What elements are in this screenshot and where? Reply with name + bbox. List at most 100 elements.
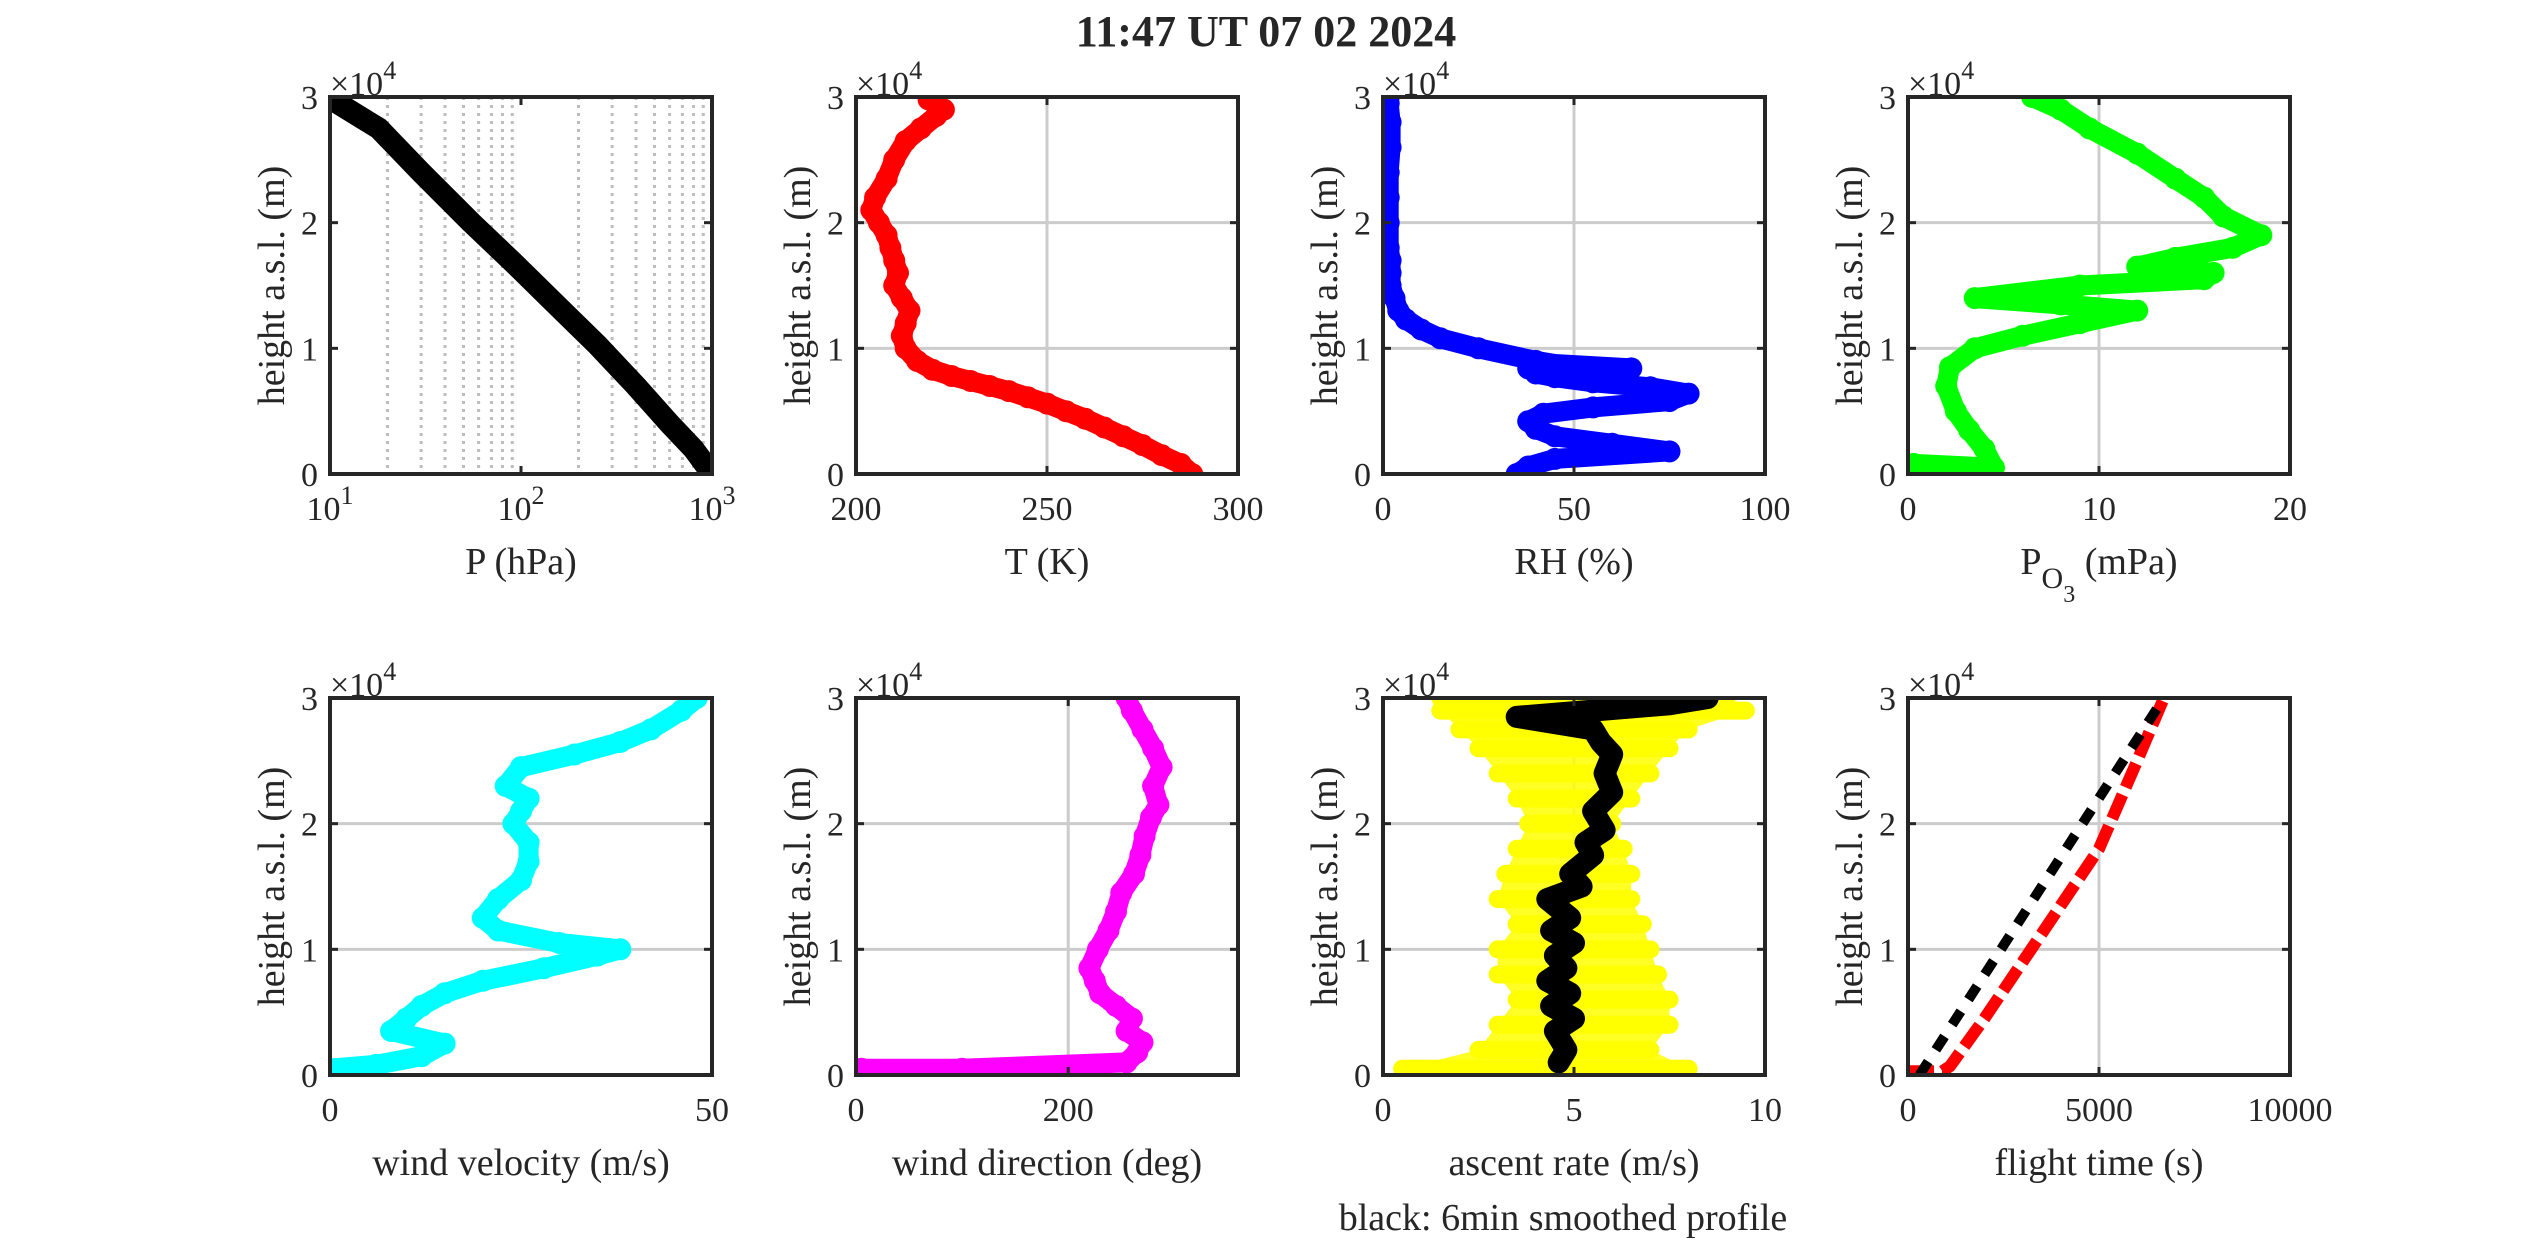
x-axis-label: T (K) [1005,541,1090,583]
wind-velocity-data-point [471,969,494,992]
footnote: black: 6min smoothed profile [1339,1197,1788,1239]
wind-velocity-data-point [586,944,609,967]
panel-wind-direction: 0 1 2 3 ×104 0 200 wind direction (deg) height a… [777,657,1240,1184]
x-tick-label: 20 [2273,491,2307,528]
temperature-data-point [909,117,932,140]
x-tick-label: 250 [1022,491,1073,528]
temperature-data-point [1055,400,1078,423]
grid-lines [1906,696,2292,1077]
wind-direction-data-point [1105,994,1127,1017]
wind-velocity-data-point [330,1057,341,1075]
x-axis-label-main: P [2020,541,2041,583]
data-series-humidity [1383,97,1700,474]
wind-velocity-data-point [510,756,532,779]
humidity-data-point [1383,186,1400,209]
x-tick-label: 100 [1740,491,1791,528]
temperature-data-point [978,375,1001,397]
y-tick-label: 2 [301,206,318,243]
y-tick-label: 0 [301,457,318,494]
data-series-temperature [860,97,1204,474]
x-tick-label: 0 [322,1092,339,1129]
humidity-data-point [1524,349,1547,372]
wind-velocity-data-point [433,1032,456,1055]
pressure-profile-line [330,97,712,474]
x-tick-label: 50 [695,1092,729,1129]
humidity-data-point [1677,382,1700,405]
y-exponent-label: ×104 [856,657,922,704]
wind-direction-data-point [1115,698,1138,709]
y-exponent-power: 4 [1961,56,1974,85]
x-tick-label: 200 [1043,1092,1094,1129]
ozone-data-point [2126,255,2149,278]
y-exponent-power: 4 [383,657,396,686]
y-axis-label: height a.s.l. (m) [777,767,819,1007]
temperature-data-point [1131,434,1154,457]
pressure-end-point [330,97,342,109]
ozone-data-point [2221,236,2244,259]
humidity-data-point [1582,396,1605,419]
ozone-data-point [2212,205,2235,228]
y-axis-label: height a.s.l. (m) [1829,166,1871,406]
wind-direction-data-point [1147,793,1170,816]
y-exponent-label: ×104 [330,657,396,704]
y-tick-label: 3 [1879,80,1896,117]
wind-direction-data-point [1110,881,1133,904]
humidity-data-point [1582,371,1605,394]
x-axis-label: wind direction (deg) [892,1142,1202,1184]
y-tick-label: 0 [1354,1058,1371,1095]
ozone-data-point [2126,299,2149,322]
wind-velocity-data-point [494,775,517,797]
wind-velocity-data-point [487,919,510,942]
x-tick-label: 5000 [2065,1092,2133,1129]
wind-velocity-data-point [609,731,632,753]
data-series-wind-velocity [330,698,708,1075]
wind-velocity-data-point [670,699,693,722]
ozone-data-point [2068,312,2091,335]
ozone-data-point [2202,261,2225,284]
y-exponent-base: ×10 [1383,66,1436,103]
wind-direction-data-point [1131,1031,1154,1054]
temperature-data-point [1016,386,1039,409]
ozone-data-point [1963,287,1986,310]
humidity-data-point [1620,357,1643,380]
humidity-data-point [1639,376,1662,399]
y-tick-label: 2 [1879,807,1896,844]
wind-direction-data-point [1142,737,1165,760]
x-axis-label: ascent rate (m/s) [1448,1142,1699,1184]
ozone-data-point [1935,375,1958,397]
y-axis-label: height a.s.l. (m) [777,166,819,406]
y-tick-label: 3 [1879,681,1896,718]
x-axis-label: RH (%) [1514,541,1633,583]
wind-direction-data-point [1097,919,1120,942]
temperature-data-point [864,186,887,209]
y-tick-label: 2 [1354,807,1371,844]
x-axis-label: PO3 (mPa) [2020,541,2177,608]
wind-direction-data-point [1131,718,1154,741]
y-tick-label: 1 [1354,932,1371,969]
x-tick-label: 0 [1900,491,1917,528]
humidity-data-point [1517,455,1540,474]
wind-direction-data-point [1150,756,1173,779]
temperature-data-point [1112,425,1135,448]
y-axis-label: height a.s.l. (m) [1304,767,1346,1007]
grid-lines [854,95,1240,476]
y-tick-label: 3 [1354,681,1371,718]
ozone-data-point [2164,246,2187,269]
temperature-data-point [1074,407,1097,430]
x-tick-label: 10000 [2248,1092,2333,1129]
ozone-data-point [1963,337,1986,360]
y-tick-label: 2 [1879,206,1896,243]
ozone-data-point [1939,356,1961,379]
pressure-end-point [700,462,712,474]
x-tick-label: 0 [1900,1092,1917,1129]
ozone-data-point [1944,400,1967,423]
ozone-data-point [2078,117,2101,140]
temperature-data-point [894,130,917,152]
panel-ascent-rate: 0 1 2 3 ×104 0 5 10 ascent rate (m/s) height a.s.… [1304,657,1782,1184]
x-tick-label: 0 [1375,491,1392,528]
x-tick-label: 5 [1566,1092,1583,1129]
y-tick-label: 3 [301,681,318,718]
y-exponent-base: ×10 [1383,667,1436,704]
